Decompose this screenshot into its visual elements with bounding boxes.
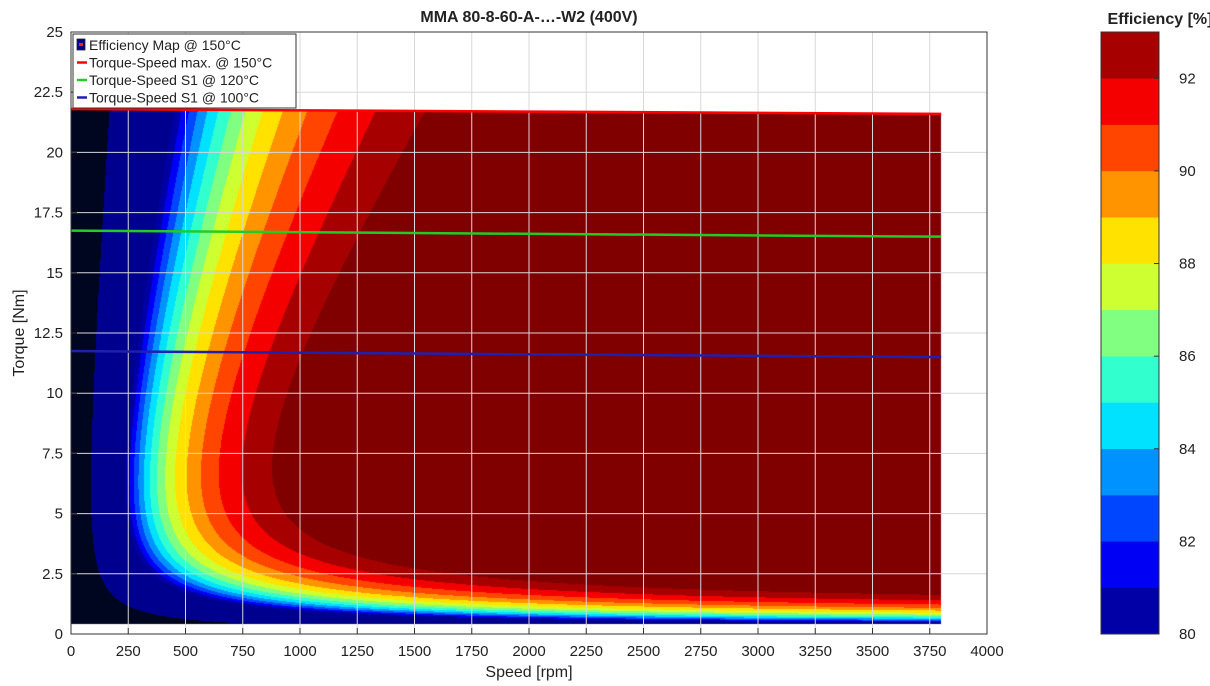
colorbar-band — [1100, 448, 1160, 496]
y-tick-label: 17.5 — [34, 205, 63, 222]
x-tick-label: 1750 — [455, 643, 488, 660]
colorbar-band — [1100, 170, 1160, 218]
x-tick-label: 1500 — [398, 643, 431, 660]
x-tick-label: 1000 — [283, 643, 316, 660]
x-tick-label: 3500 — [856, 643, 889, 660]
x-tick-label: 0 — [67, 643, 75, 660]
x-tick-label: 750 — [230, 643, 255, 660]
colorbar-tick-label: 80 — [1179, 626, 1196, 643]
y-tick-label: 20 — [46, 144, 63, 161]
colorbar-tick-label: 92 — [1179, 70, 1196, 87]
y-tick-label: 2.5 — [42, 566, 63, 583]
y-tick-label: 7.5 — [42, 445, 63, 462]
y-tick-label: 5 — [55, 506, 63, 523]
y-tick-label: 0 — [55, 626, 63, 643]
plot-area — [70, 31, 988, 635]
x-tick-label: 250 — [116, 643, 141, 660]
x-tick-label: 2250 — [570, 643, 603, 660]
series-line-1 — [70, 107, 942, 116]
y-tick-label: 15 — [46, 265, 63, 282]
x-axis-label: Speed [rpm] — [485, 664, 572, 681]
colorbar-band — [1100, 494, 1160, 542]
colorbar-bands — [1100, 31, 1160, 635]
colorbar-band — [1100, 216, 1160, 264]
x-tick-label: 2500 — [627, 643, 660, 660]
x-tick-label: 500 — [173, 643, 198, 660]
legend-entry-label: Efficiency Map @ 150°C — [89, 37, 241, 53]
x-tick-label: 4000 — [970, 643, 1003, 660]
series-line-2 — [70, 229, 942, 238]
colorbar-band — [1100, 124, 1160, 172]
x-tick-label: 3000 — [741, 643, 774, 660]
x-tick-label: 3750 — [913, 643, 946, 660]
legend-entry-label: Torque-Speed S1 @ 100°C — [89, 90, 259, 106]
series-line-3 — [70, 349, 942, 359]
y-axis-ticks: 0 2.5 5 7.5 10 12.5 15 17.5 20 22.5 25 — [34, 24, 77, 643]
y-tick-label: 22.5 — [34, 84, 63, 101]
y-axis-label: Torque [Nm] — [11, 289, 28, 376]
chart-title: MMA 80-8-60-A-…-W2 (400V) — [420, 9, 637, 26]
colorbar-band — [1100, 402, 1160, 450]
colorbar-tick-label: 86 — [1179, 348, 1196, 365]
y-tick-label: 10 — [46, 385, 63, 402]
legend-entry-label: Torque-Speed max. @ 150°C — [89, 55, 272, 71]
colorbar-tick-label: 82 — [1179, 533, 1196, 550]
x-axis-ticks: 0 250 500 750 1000 1250 1500 1750 2000 2250 2500 27… — [67, 628, 1004, 660]
colorbar-band — [1100, 541, 1160, 588]
y-tick-label: 25 — [46, 24, 63, 41]
colorbar-tick-label: 88 — [1179, 256, 1196, 273]
x-tick-label: 2750 — [684, 643, 717, 660]
x-tick-label: 3250 — [799, 643, 832, 660]
colorbar-band — [1100, 587, 1160, 635]
colorbar-band — [1100, 31, 1160, 79]
colorbar-band — [1100, 309, 1160, 357]
x-tick-label: 2000 — [512, 643, 545, 660]
legend-entry-label: Torque-Speed S1 @ 120°C — [89, 72, 259, 88]
colorbar-ticks: 80 82 84 86 88 90 92 — [1154, 70, 1196, 643]
colorbar-band — [1100, 263, 1160, 311]
legend-swatch-accent — [79, 43, 83, 46]
colorbar-tick-label: 90 — [1179, 163, 1196, 180]
x-tick-label: 1250 — [341, 643, 374, 660]
efficiency-colorbar: Efficiency [%] 80 82 84 86 88 90 92 — [1100, 11, 1210, 643]
torque-speed-lines — [70, 107, 942, 359]
y-tick-label: 12.5 — [34, 325, 63, 342]
colorbar-tick-label: 84 — [1179, 441, 1196, 458]
colorbar-title: Efficiency [%] — [1108, 11, 1210, 28]
colorbar-band — [1100, 355, 1160, 403]
colorbar-band — [1100, 78, 1160, 125]
legend: Efficiency Map @ 150°C Torque-Speed max. … — [72, 33, 297, 109]
